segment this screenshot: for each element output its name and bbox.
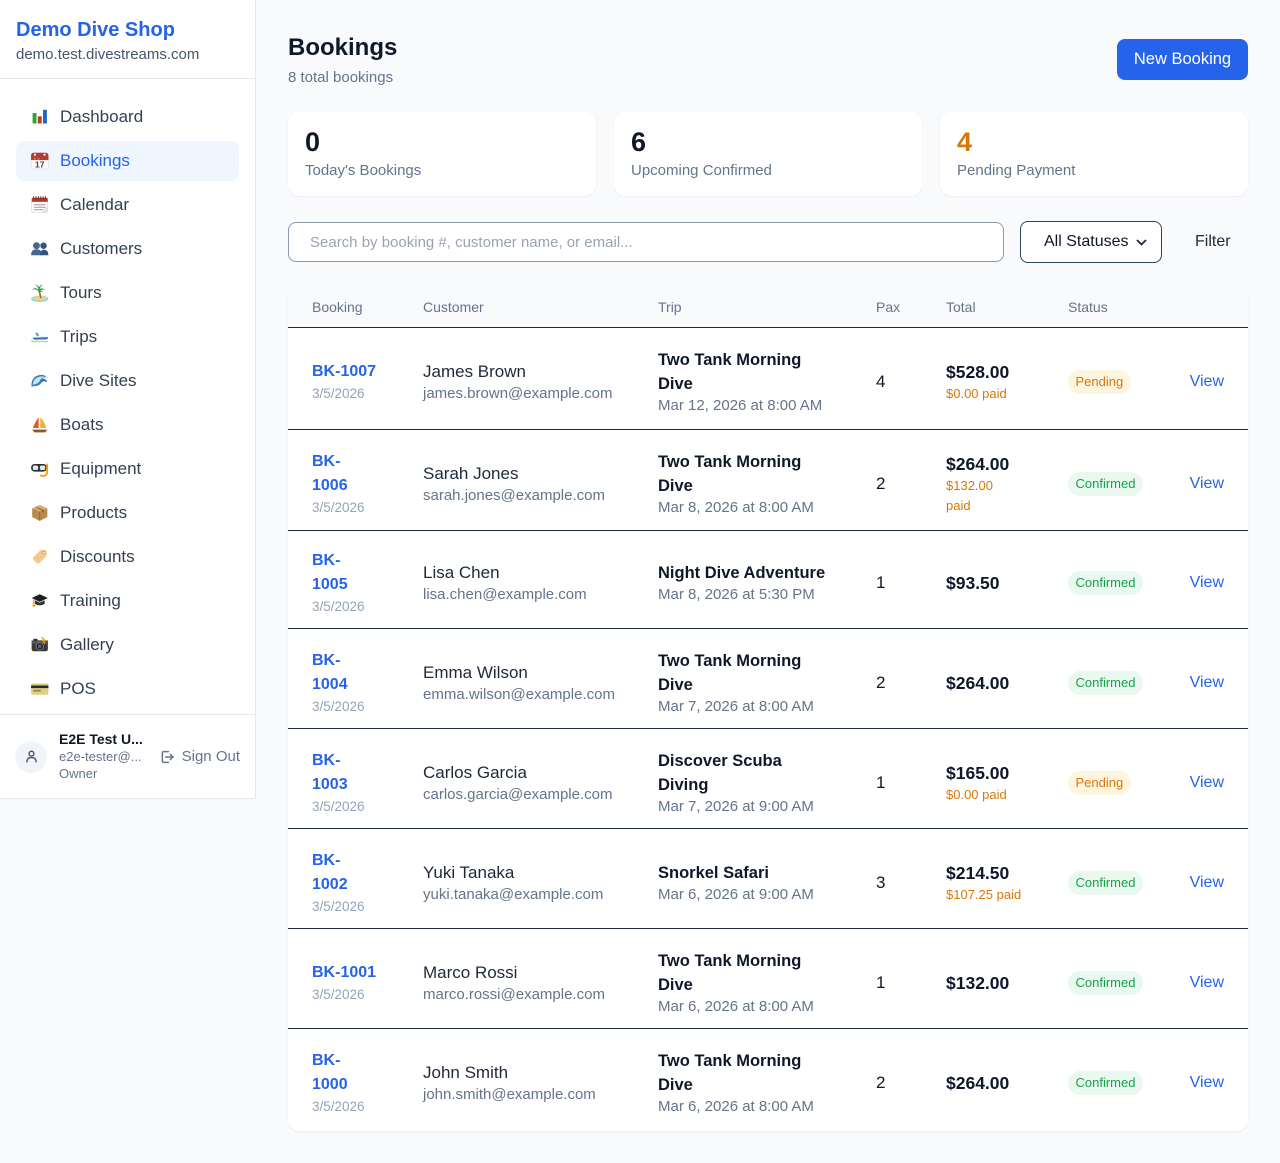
svg-text:17: 17 bbox=[35, 160, 45, 170]
